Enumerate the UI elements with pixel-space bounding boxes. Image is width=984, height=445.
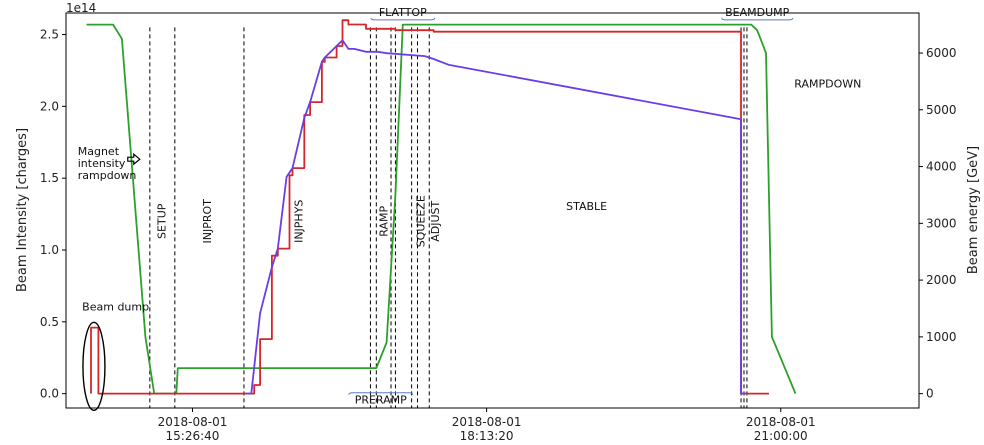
annotation-line: intensity xyxy=(78,157,126,170)
phase-label: BEAMDUMP xyxy=(725,6,790,19)
x-tick-label: 2018-08-01 18:13:20 xyxy=(452,415,522,443)
phase-label: SETUP xyxy=(156,203,169,239)
annotation-line: rampdown xyxy=(78,169,137,182)
y-right-tick-label: 6000 xyxy=(926,46,957,60)
phase-label: FLATTOP xyxy=(379,6,427,19)
phase-label-bracket xyxy=(370,17,436,21)
y-left-tick-label: 2.5 xyxy=(40,28,59,42)
x-tick-label-time: 21:00:00 xyxy=(754,429,808,443)
phase-label: INJPHYS xyxy=(292,200,305,243)
phase-label-bracket xyxy=(348,392,414,395)
x-tick-label: 2018-08-01 15:26:40 xyxy=(158,415,228,443)
x-tick-label-date: 2018-08-01 xyxy=(158,415,228,429)
y-axis-left-title: Beam Intensity [charges] xyxy=(15,128,30,292)
annotation-beam-dump: Beam dump xyxy=(82,300,149,313)
phase-label-bracket xyxy=(721,17,794,21)
y-axis-offset-label: 1e14 xyxy=(66,1,96,15)
x-tick-label: 2018-08-01 21:00:00 xyxy=(746,415,816,443)
phase-label: INJPROT xyxy=(201,199,214,244)
annotation-line: Magnet xyxy=(78,145,120,158)
x-tick-label-date: 2018-08-01 xyxy=(746,415,816,429)
y-right-tick-label: 4000 xyxy=(926,160,957,174)
y-right-tick-label: 0 xyxy=(926,387,934,401)
y-left-tick-label: 1.0 xyxy=(40,243,59,257)
y-right-tick-label: 3000 xyxy=(926,216,957,230)
x-tick-label-date: 2018-08-01 xyxy=(452,415,522,429)
phase-label: PRERAMP xyxy=(355,394,407,407)
phase-label: SQUEEZE xyxy=(414,195,427,247)
series-line-1 xyxy=(86,23,797,395)
y-right-tick-label: 5000 xyxy=(926,103,957,117)
series-line-3 xyxy=(245,39,746,395)
series-line-2 xyxy=(90,19,769,395)
x-tick-label-time: 15:26:40 xyxy=(166,429,220,443)
phase-label: RAMPDOWN xyxy=(794,78,861,91)
y-axis-right-title: Beam energy [GeV] xyxy=(966,146,981,274)
annotation-magnet-rampdown: Magnet intensity rampdown xyxy=(78,145,137,182)
plot-content xyxy=(86,19,797,408)
y-right-tick-label: 2000 xyxy=(926,273,957,287)
annotation-arrow xyxy=(127,152,141,166)
y-right-tick-label: 1000 xyxy=(926,330,957,344)
phase-label: RAMP xyxy=(378,205,391,236)
phase-label: STABLE xyxy=(566,200,607,213)
y-left-tick-label: 0.5 xyxy=(40,315,59,329)
beam-dump-ellipse xyxy=(82,321,106,412)
y-left-tick-label: 0.0 xyxy=(40,387,59,401)
annotation-line: Beam dump xyxy=(82,300,149,313)
y-left-tick-label: 2.0 xyxy=(40,99,59,113)
phase-label: ADJUST xyxy=(429,200,442,241)
y-left-tick-label: 1.5 xyxy=(40,171,59,185)
x-tick-label-time: 18:13:20 xyxy=(460,429,514,443)
plot-frame xyxy=(65,12,920,409)
